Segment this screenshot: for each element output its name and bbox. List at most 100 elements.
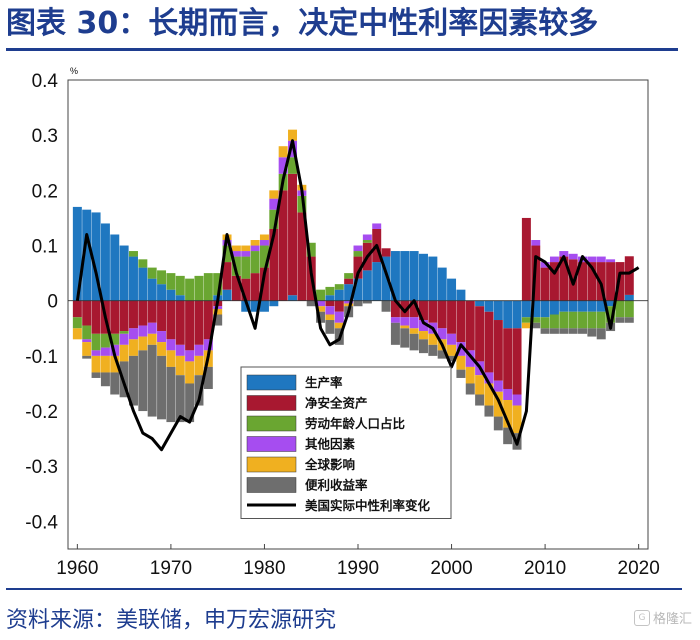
bar-segment-growth bbox=[269, 300, 279, 307]
bar-segment-safe_assets bbox=[344, 278, 354, 285]
bar-segment-global bbox=[316, 306, 326, 312]
x-tick-label: 2010 bbox=[524, 558, 566, 579]
bar-segment-safe_assets bbox=[475, 306, 485, 362]
bar-segment-convenience bbox=[559, 328, 569, 334]
legend-label-global: 全球影响 bbox=[304, 457, 355, 472]
bar-segment-safe_assets bbox=[175, 300, 185, 345]
bar-segment-demographics bbox=[549, 314, 559, 329]
bar-segment-demographics bbox=[316, 289, 326, 301]
bar-segment-growth bbox=[587, 300, 597, 312]
bar-segment-growth bbox=[250, 300, 260, 312]
bar-segment-demographics bbox=[147, 267, 157, 279]
bar-segment-safe_assets bbox=[231, 275, 241, 301]
bar-segment-convenience bbox=[194, 375, 204, 406]
bar-segment-global bbox=[428, 333, 438, 345]
bar-segment-demographics bbox=[325, 286, 335, 296]
legend-swatch-other bbox=[246, 436, 297, 452]
bar-segment-demographics bbox=[185, 278, 195, 301]
bar-segment-other bbox=[512, 394, 522, 406]
bar-segment-safe_assets bbox=[110, 300, 120, 334]
watermark-logo-icon: G bbox=[633, 609, 650, 626]
legend-swatch-demographics bbox=[246, 415, 297, 432]
bar-segment-growth bbox=[166, 289, 176, 301]
bar-segment-safe_assets bbox=[624, 256, 634, 295]
bar-segment-global bbox=[418, 331, 428, 340]
bar-segment-other bbox=[128, 328, 138, 340]
bar-segment-convenience bbox=[110, 372, 120, 395]
bar-segment-global bbox=[138, 336, 148, 351]
bar-segment-safe_assets bbox=[381, 248, 391, 257]
bar-segment-global bbox=[447, 344, 457, 356]
bar-segment-global bbox=[475, 375, 485, 395]
bar-segment-safe_assets bbox=[297, 212, 307, 301]
bar-segment-global bbox=[344, 303, 354, 307]
bar-segment-convenience bbox=[587, 328, 597, 337]
bar-segment-global bbox=[503, 400, 513, 428]
bar-segment-other bbox=[288, 140, 298, 158]
x-tick-label: 1960 bbox=[56, 558, 98, 579]
bar-segment-other bbox=[484, 372, 494, 384]
bar-segment-safe_assets bbox=[521, 217, 531, 301]
bar-segment-safe_assets bbox=[82, 300, 92, 326]
bar-segment-safe_assets bbox=[203, 300, 213, 340]
bar-segment-growth bbox=[138, 267, 148, 301]
bar-segment-global bbox=[456, 355, 466, 370]
bar-segment-demographics bbox=[119, 331, 129, 334]
bar-segment-other bbox=[82, 339, 92, 343]
bar-segment-convenience bbox=[493, 416, 503, 431]
bar-segment-convenience bbox=[390, 322, 400, 345]
bar-segment-global bbox=[100, 355, 110, 373]
bar-segment-other bbox=[437, 328, 447, 340]
bar-segment-demographics bbox=[231, 256, 241, 276]
watermark: G 格隆汇 bbox=[633, 608, 692, 627]
bar-segment-growth bbox=[222, 289, 232, 301]
bar-segment-other bbox=[400, 317, 410, 326]
y-tick-label: 0.4 bbox=[32, 71, 59, 92]
bar-segment-convenience bbox=[128, 355, 138, 406]
bar-segment-growth bbox=[437, 267, 447, 301]
bar-segment-other bbox=[325, 306, 335, 315]
bar-segment-safe_assets bbox=[540, 267, 550, 301]
bar-segment-convenience bbox=[157, 355, 167, 420]
bar-segment-growth bbox=[259, 300, 269, 312]
bar-segment-demographics bbox=[157, 270, 167, 285]
bar-segment-convenience bbox=[306, 300, 316, 307]
bar-segment-demographics bbox=[344, 273, 354, 279]
bar-segment-demographics bbox=[213, 273, 223, 296]
bar-segment-convenience bbox=[624, 317, 634, 323]
legend-swatch-safe_assets bbox=[246, 395, 297, 411]
bar-segment-growth bbox=[110, 234, 120, 301]
bar-segment-other bbox=[91, 350, 101, 356]
bar-segment-other bbox=[344, 300, 354, 304]
y-tick-label: 0 bbox=[47, 292, 58, 313]
bar-segment-growth bbox=[578, 300, 588, 312]
bar-segment-global bbox=[166, 350, 176, 367]
bar-segment-global bbox=[194, 355, 204, 376]
bar-segment-demographics bbox=[288, 157, 298, 174]
bar-segment-other bbox=[409, 317, 419, 329]
bar-segment-safe_assets bbox=[119, 300, 129, 332]
legend-label-rstar_line: 美国实际中性利率变化 bbox=[305, 498, 431, 513]
bar-segment-growth bbox=[606, 300, 616, 307]
bar-segment-other bbox=[119, 333, 129, 345]
bar-segment-safe_assets bbox=[456, 300, 466, 343]
x-tick-label: 1990 bbox=[337, 558, 379, 579]
bar-segment-safe_assets bbox=[241, 278, 251, 301]
bar-segment-safe_assets bbox=[400, 300, 410, 318]
legend-label-other: 其他因素 bbox=[305, 437, 356, 452]
bar-segment-demographics bbox=[91, 333, 101, 351]
bar-segment-other bbox=[353, 245, 363, 252]
bar-segment-growth bbox=[559, 300, 569, 312]
bar-segment-demographics bbox=[559, 311, 569, 329]
bar-segment-other bbox=[540, 262, 550, 268]
bar-segment-demographics bbox=[615, 300, 625, 318]
bar-segment-growth bbox=[475, 300, 485, 307]
bar-segment-other bbox=[447, 333, 457, 345]
bar-segment-growth bbox=[119, 245, 129, 301]
bar-segment-demographics bbox=[241, 256, 251, 279]
bar-segment-demographics bbox=[540, 317, 550, 329]
bar-segment-growth bbox=[521, 300, 531, 318]
y-tick-label: -0.3 bbox=[25, 457, 58, 478]
bar-segment-global bbox=[110, 355, 120, 373]
bar-segment-growth bbox=[100, 223, 110, 301]
